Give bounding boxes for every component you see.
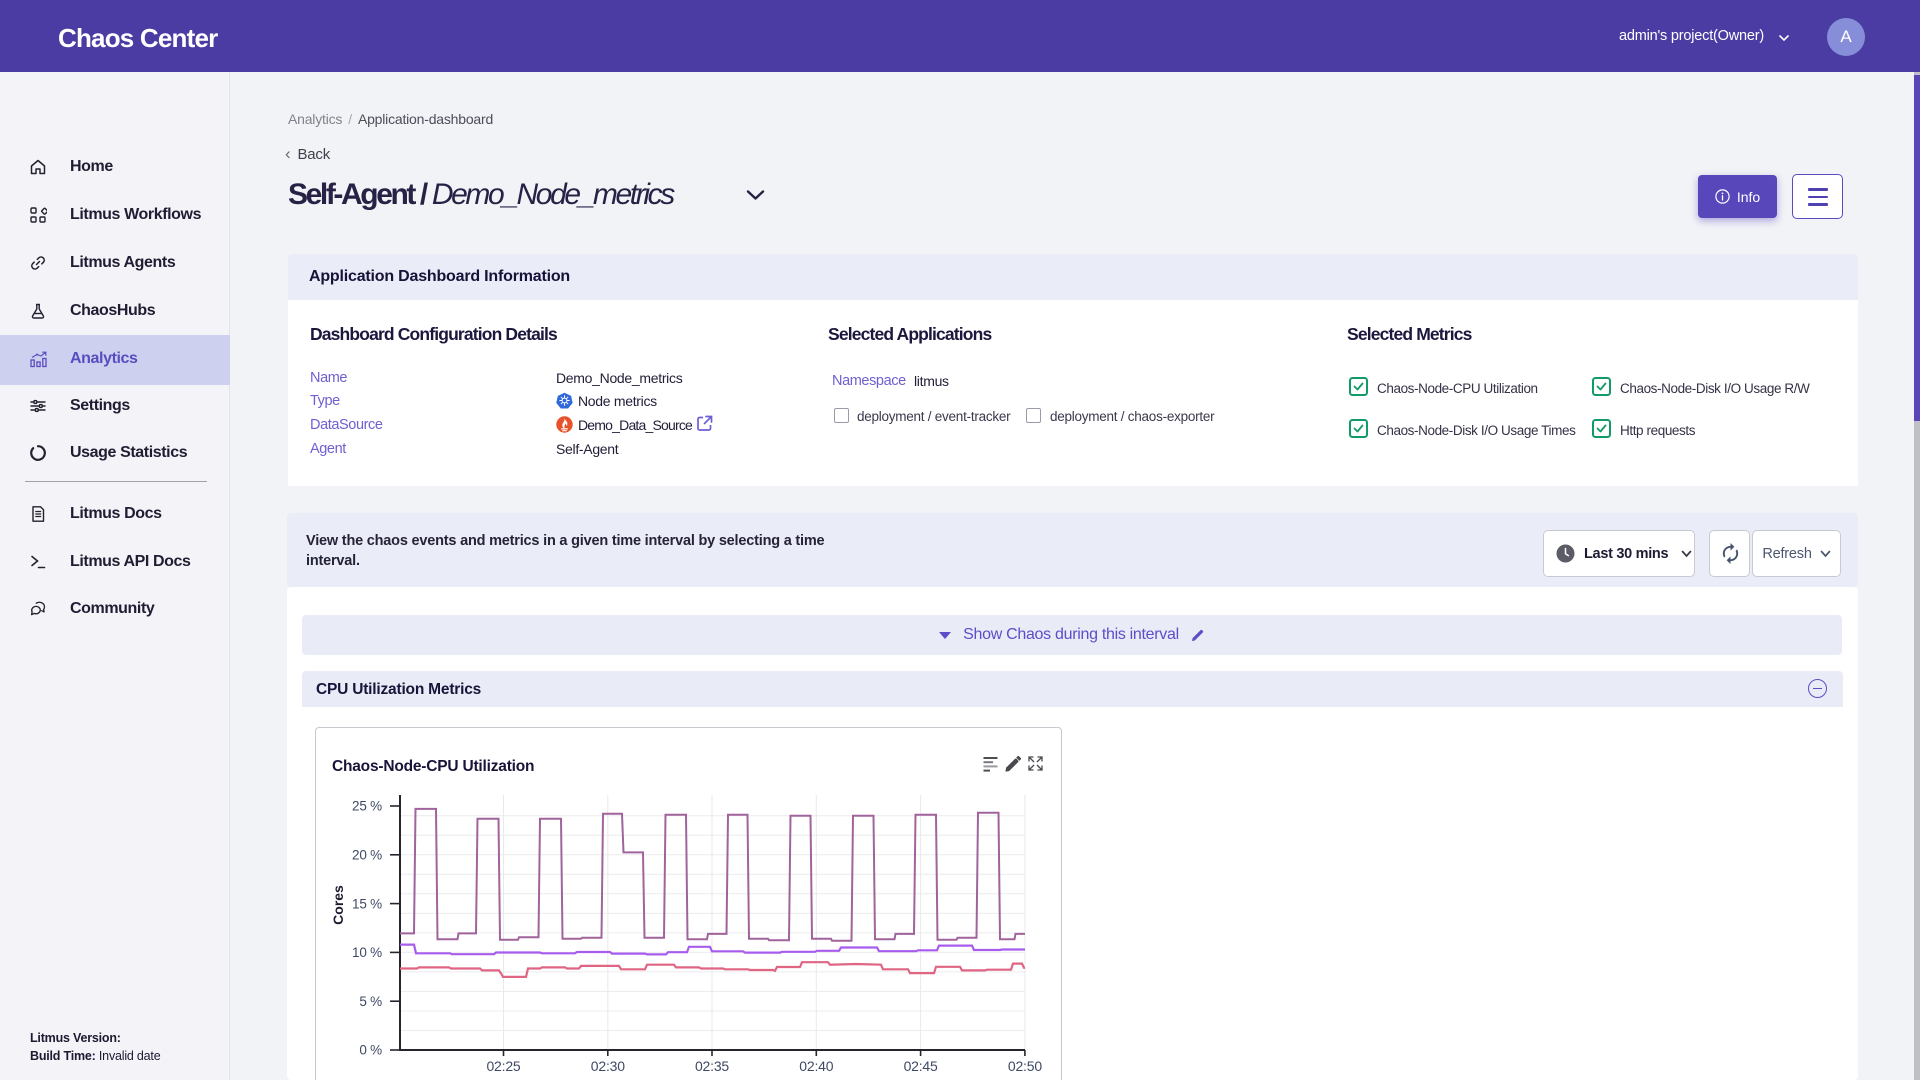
svg-text:02:35: 02:35 [695, 1058, 729, 1074]
svg-text:10 %: 10 % [352, 945, 382, 960]
svg-text:02:45: 02:45 [904, 1058, 938, 1074]
svg-text:02:25: 02:25 [486, 1058, 520, 1074]
svg-text:25 %: 25 % [352, 799, 382, 814]
svg-text:15 %: 15 % [352, 896, 382, 911]
svg-text:02:30: 02:30 [591, 1058, 625, 1074]
svg-text:5 %: 5 % [359, 994, 382, 1009]
svg-text:0 %: 0 % [359, 1043, 382, 1058]
svg-text:Cores: Cores [330, 885, 346, 925]
svg-text:02:40: 02:40 [799, 1058, 833, 1074]
svg-text:02:50: 02:50 [1008, 1058, 1042, 1074]
svg-text:20 %: 20 % [352, 848, 382, 863]
